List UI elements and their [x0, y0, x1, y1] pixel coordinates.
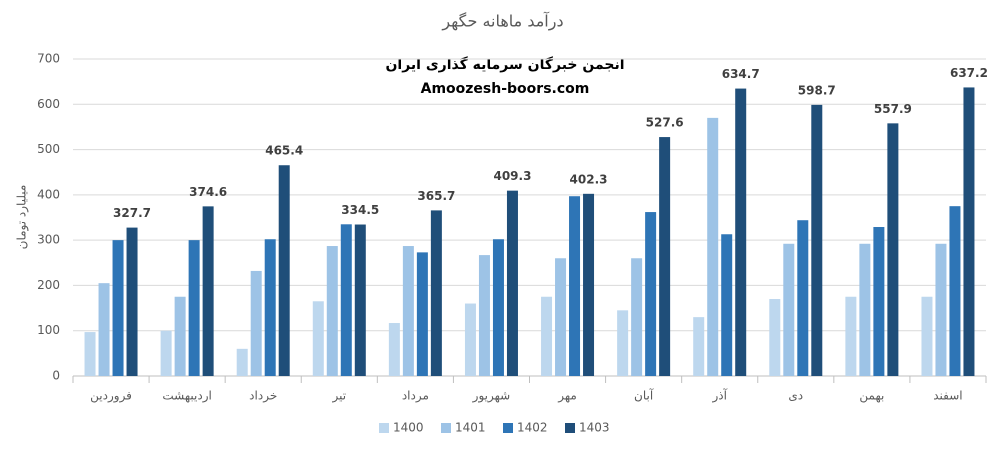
y-tick-label: 400	[37, 187, 60, 201]
bar	[721, 234, 733, 376]
data-label: 334.5	[341, 203, 379, 217]
x-tick-label: اسفند	[933, 389, 962, 403]
legend-swatch	[565, 423, 575, 433]
bar	[735, 88, 747, 377]
y-axis-label: میلیارد تومان	[15, 185, 30, 250]
bar	[797, 220, 809, 376]
bar	[464, 303, 476, 376]
annotation: انجمن خبرگان سرمایه گذاری ایران	[385, 56, 624, 73]
x-tick-label: مهر	[557, 389, 577, 404]
legend-label: 1401	[455, 421, 486, 435]
bar	[693, 317, 705, 376]
bar	[845, 296, 857, 376]
legend-label: 1400	[393, 421, 424, 435]
y-tick-label: 700	[37, 52, 60, 66]
bar	[112, 240, 124, 376]
bar	[921, 296, 933, 376]
legend-swatch	[441, 423, 451, 433]
data-label: 374.6	[189, 185, 227, 199]
chart-title: درآمد ماهانه حگهر	[441, 12, 563, 32]
legend-swatch	[379, 423, 389, 433]
legend-swatch	[503, 423, 513, 433]
bar	[326, 246, 338, 376]
bar	[583, 193, 595, 376]
bar	[84, 332, 96, 376]
bar	[811, 104, 823, 377]
x-tick-label: آبان	[634, 388, 654, 403]
bar	[340, 224, 352, 376]
data-label: 365.7	[417, 189, 455, 203]
y-tick-label: 300	[37, 233, 60, 247]
bar	[659, 137, 671, 376]
bar	[354, 224, 366, 376]
bar	[783, 243, 795, 376]
x-tick-label: دی	[788, 389, 803, 403]
x-tick-label: تیر	[331, 389, 346, 404]
bar	[769, 299, 781, 376]
bar	[402, 246, 414, 376]
bar	[569, 196, 581, 376]
y-tick-label: 200	[37, 278, 60, 292]
bar	[859, 243, 871, 376]
data-label: 465.4	[265, 144, 303, 158]
y-tick-label: 600	[37, 97, 60, 111]
bar	[278, 165, 290, 376]
bar	[416, 252, 428, 376]
bar	[707, 117, 719, 376]
bar	[160, 330, 172, 376]
x-tick-label: شهریور	[472, 389, 511, 404]
data-label: 527.6	[646, 116, 684, 130]
data-label: 637.2	[950, 66, 988, 80]
bar	[631, 258, 643, 376]
bar	[492, 239, 504, 376]
data-label: 409.3	[493, 169, 531, 183]
data-label: 598.7	[798, 83, 836, 97]
x-tick-label: بهمن	[859, 389, 884, 404]
bar	[478, 255, 490, 376]
bar	[250, 270, 262, 376]
bar	[236, 348, 248, 376]
annotation: Amoozesh-boors.com	[421, 81, 590, 97]
data-label: 402.3	[570, 172, 608, 186]
bar	[126, 227, 138, 376]
x-tick-label: مرداد	[402, 389, 429, 404]
bar	[202, 206, 214, 376]
x-tick-label: فروردین	[90, 389, 132, 404]
x-tick-label: آذر	[711, 388, 727, 404]
data-label: 557.9	[874, 102, 912, 116]
data-label: 634.7	[722, 67, 760, 81]
bar	[645, 212, 657, 376]
bar	[188, 240, 200, 376]
bar	[949, 206, 961, 376]
x-tick-label: خرداد	[249, 389, 277, 404]
bar	[174, 296, 186, 376]
bar	[541, 296, 553, 376]
bar	[617, 310, 629, 376]
legend-label: 1402	[517, 421, 548, 435]
bar	[506, 190, 518, 376]
bar	[388, 323, 400, 376]
legend-label: 1403	[579, 421, 610, 435]
bar	[98, 283, 110, 376]
bar	[887, 123, 899, 376]
y-tick-label: 0	[52, 369, 60, 383]
bar	[935, 243, 947, 376]
bar	[555, 258, 567, 376]
bar	[264, 239, 276, 376]
y-tick-label: 100	[37, 323, 60, 337]
bar	[873, 227, 885, 376]
data-label: 327.7	[113, 206, 151, 220]
x-tick-label: اردیبهشت	[162, 389, 211, 404]
bar	[963, 87, 975, 377]
bar	[312, 301, 324, 376]
bar	[430, 210, 442, 376]
y-tick-label: 500	[37, 142, 60, 156]
